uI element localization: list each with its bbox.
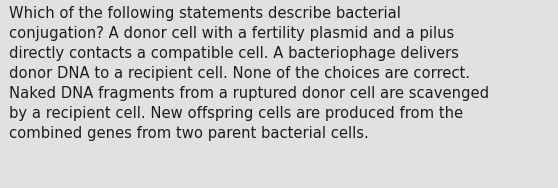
Text: Which of the following statements describe bacterial
conjugation? A donor cell w: Which of the following statements descri… <box>9 6 489 141</box>
